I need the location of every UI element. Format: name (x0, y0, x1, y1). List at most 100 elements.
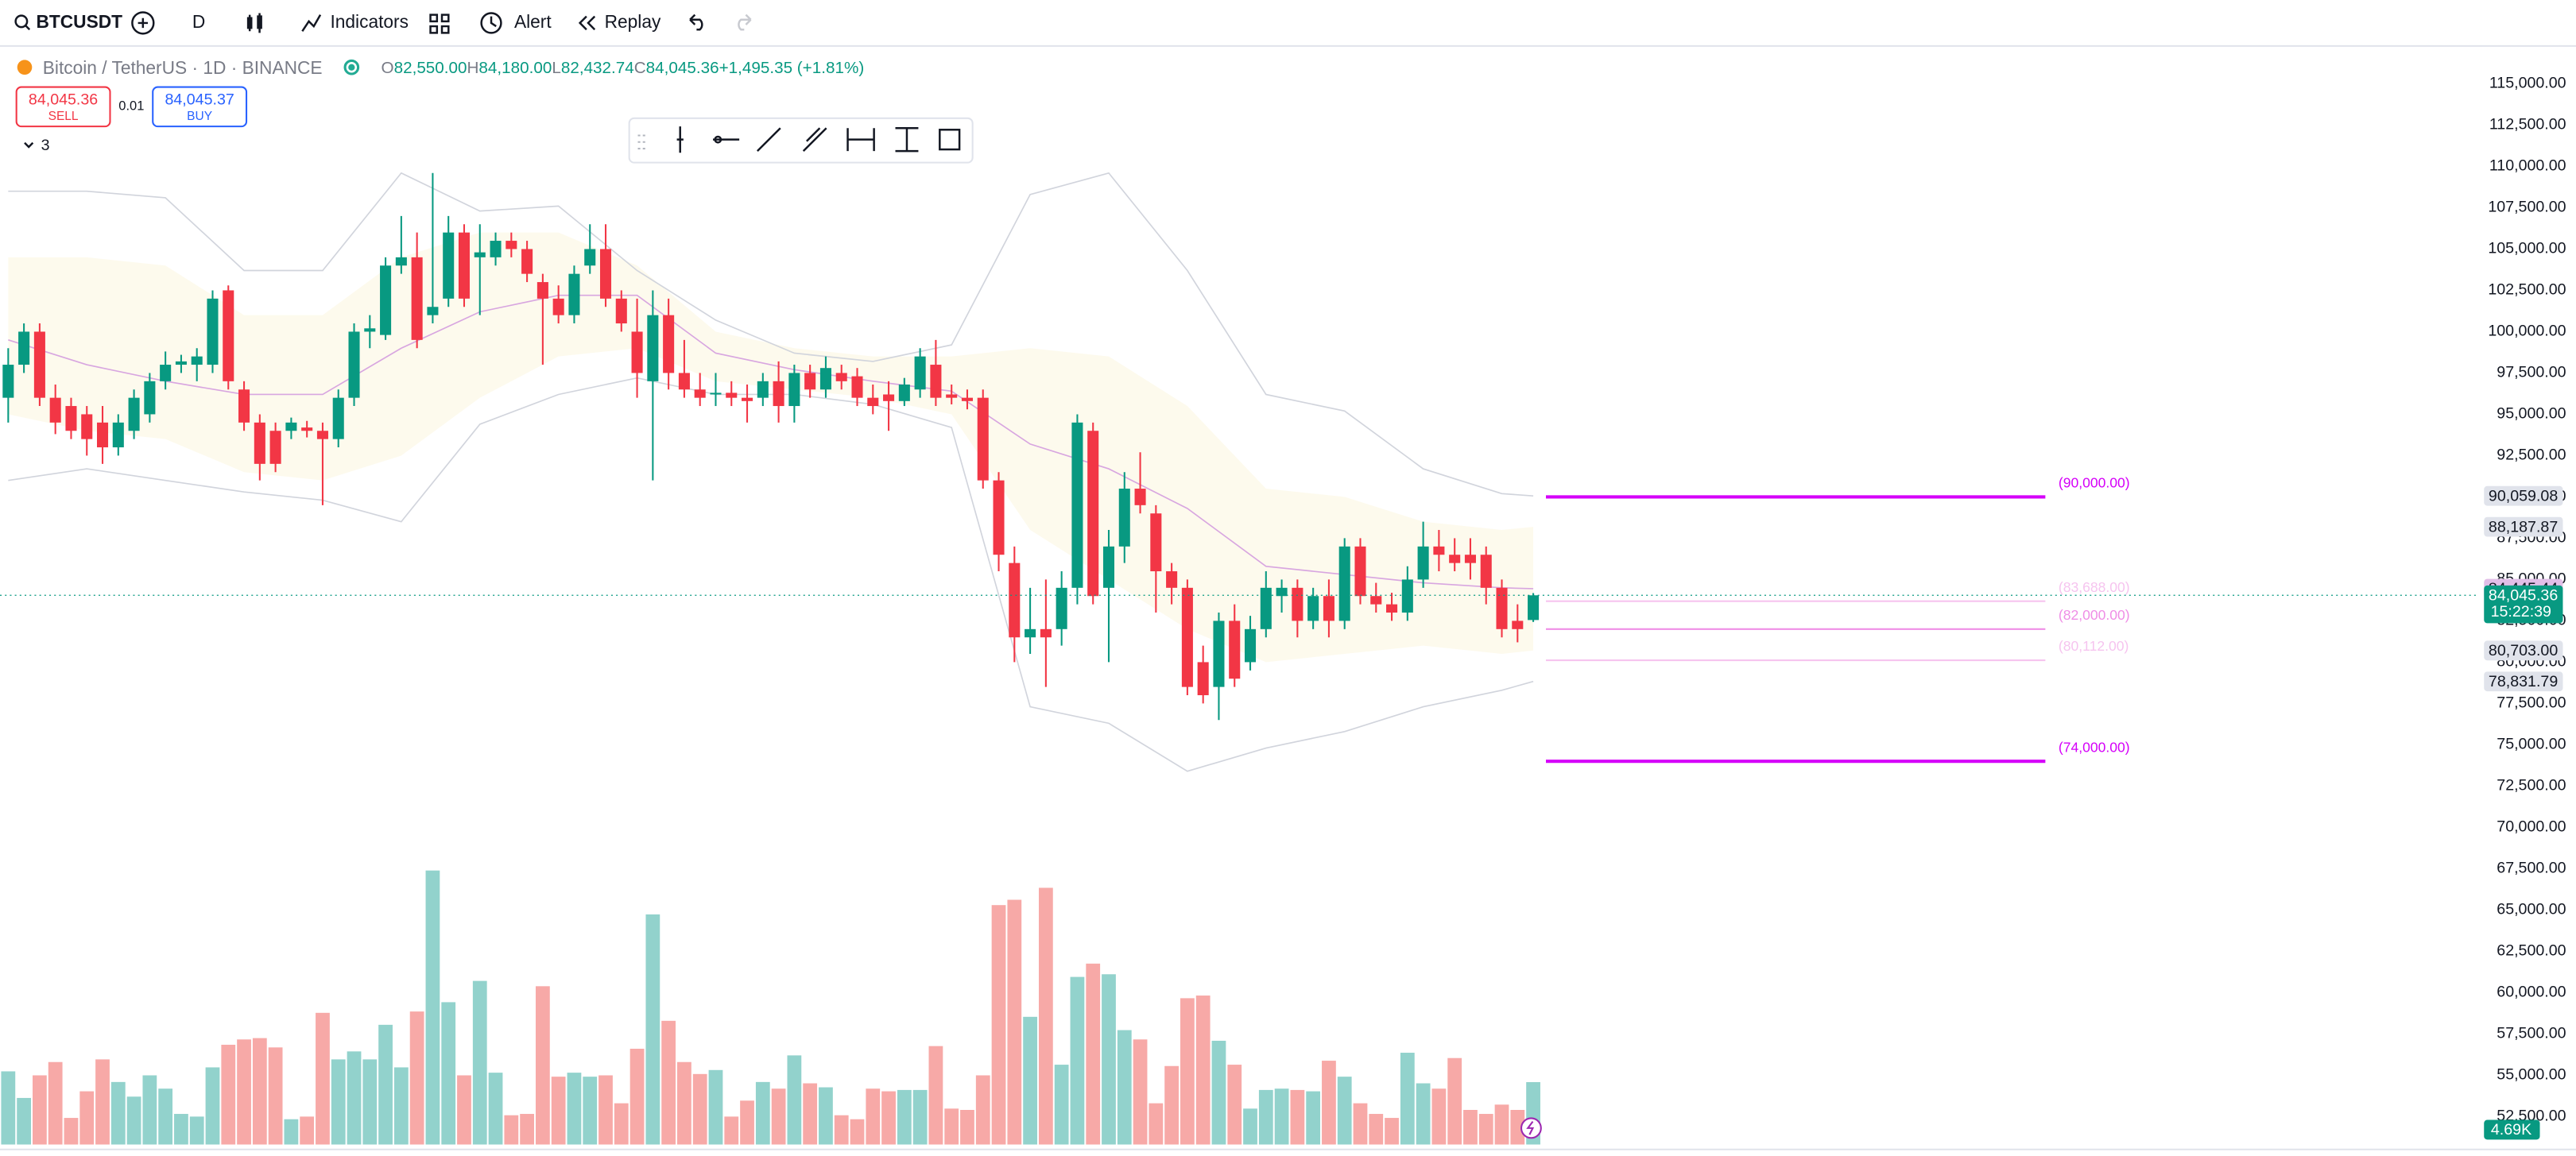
y-tick-label: 72,500.00 (2497, 777, 2566, 795)
layouts[interactable] (429, 14, 450, 34)
buy-price: 84,045.37 (165, 91, 234, 108)
indicators-icon[interactable] (301, 14, 322, 32)
volume-bar (174, 1114, 188, 1145)
volume-bar (95, 1059, 110, 1145)
volume-bar (1243, 1108, 1257, 1145)
axis-price-tag (2484, 516, 2563, 537)
y-tick-label: 62,500.00 (2497, 942, 2566, 960)
volume-bar (33, 1075, 47, 1145)
axis-price-label: 90,059.08 (2489, 487, 2558, 505)
volume-bar (284, 1119, 299, 1145)
add-symbol[interactable] (131, 11, 155, 35)
chart-type[interactable] (246, 13, 262, 33)
buy-button[interactable] (152, 86, 248, 128)
candle-body (993, 480, 1005, 555)
price-level-label: (90,000.00) (2059, 475, 2130, 491)
candle-body (1386, 604, 1398, 613)
sell-button[interactable] (15, 86, 111, 128)
volume-bar (1164, 1065, 1180, 1145)
candle-body (1181, 587, 1193, 687)
candle-body (332, 397, 344, 439)
symbol-logo (17, 60, 33, 75)
redo[interactable] (738, 14, 752, 31)
candle-body (1276, 587, 1288, 597)
indicators-button[interactable]: Indicators (330, 11, 409, 32)
volume-bar (142, 1075, 157, 1145)
candle-body (1323, 596, 1334, 621)
rectangle-tool[interactable] (939, 129, 961, 151)
price-level-label: (74,000.00) (2059, 739, 2130, 755)
band-upper (8, 172, 1534, 497)
candle-body (568, 273, 580, 315)
candle-body (1528, 595, 1540, 621)
indicator-count[interactable]: 3 (41, 137, 50, 154)
candle-body (1134, 489, 1146, 505)
sell-label: SELL (48, 110, 79, 123)
volume-bar (928, 1046, 943, 1145)
alert-icon[interactable] (480, 12, 502, 34)
axis-price-label: 80,703.00 (2489, 642, 2558, 659)
volume-bar (1353, 1103, 1368, 1145)
candle-body (1260, 587, 1272, 629)
ohlc-key: O (382, 59, 394, 77)
candle-body (694, 389, 706, 398)
volume-bar (1478, 1114, 1493, 1145)
axis-price-tag (2484, 640, 2563, 661)
candle-body (977, 397, 989, 481)
candle-body (223, 290, 234, 381)
date-range-tool[interactable] (846, 128, 875, 152)
candle-body (380, 265, 392, 335)
volume-bar (1337, 1077, 1352, 1145)
ohlc-key: H (467, 59, 479, 77)
drag-handle[interactable] (637, 134, 645, 150)
price-level-label: (83,688.00) (2059, 579, 2130, 595)
quantity[interactable]: 0.01 (118, 99, 144, 114)
volume-bar (425, 870, 440, 1145)
volume-bar (17, 1097, 32, 1145)
add-symbol-icon (138, 17, 149, 29)
candle-body (961, 397, 973, 401)
volume-bar (975, 1075, 990, 1145)
vertical-line-tool[interactable] (676, 126, 684, 153)
candle-body (112, 422, 124, 448)
volume-bar (1290, 1089, 1305, 1145)
volume-bar (1133, 1039, 1148, 1145)
volume-bar (378, 1024, 393, 1145)
toolbar-panel (628, 117, 974, 164)
interval[interactable]: D (192, 11, 205, 32)
price-range-tool[interactable] (895, 126, 919, 153)
candle-body (395, 257, 407, 266)
parallel-channel-tool[interactable] (802, 127, 827, 153)
candle-body (33, 331, 45, 398)
candle-body (804, 373, 816, 390)
search-icon[interactable] (14, 14, 29, 29)
candle-body (285, 422, 297, 431)
volume-bar (1007, 899, 1022, 1145)
volume-bar (110, 1081, 126, 1145)
volume-bar (1117, 1030, 1132, 1145)
collapse-indicators[interactable] (24, 141, 34, 149)
last-price-label: 84,045.36 (2489, 587, 2558, 605)
ohlc-key: C (634, 59, 646, 77)
volume-tag (2484, 1119, 2540, 1140)
replay-button[interactable]: Replay (605, 11, 661, 32)
volume-bar (268, 1047, 283, 1145)
trend-line-tool[interactable] (756, 127, 781, 153)
volume-bar (1258, 1089, 1273, 1145)
candle-body (207, 298, 219, 365)
alert-button[interactable]: Alert (514, 11, 552, 32)
candle-body (1307, 596, 1319, 621)
candle-body (1102, 546, 1115, 588)
y-tick-label: 107,500.00 (2488, 199, 2566, 216)
axis-price-tag (2484, 671, 2563, 692)
replay-icon[interactable] (578, 15, 596, 31)
candle-body (1292, 587, 1303, 621)
volume-bar (567, 1073, 582, 1145)
undo[interactable] (689, 14, 703, 31)
symbol[interactable]: BTCUSDT (36, 11, 122, 32)
candle-body (1229, 621, 1241, 679)
last-price-tag (2484, 585, 2563, 624)
volume-bar (645, 914, 660, 1145)
candle-body (521, 249, 533, 274)
volume-bar (221, 1044, 236, 1145)
